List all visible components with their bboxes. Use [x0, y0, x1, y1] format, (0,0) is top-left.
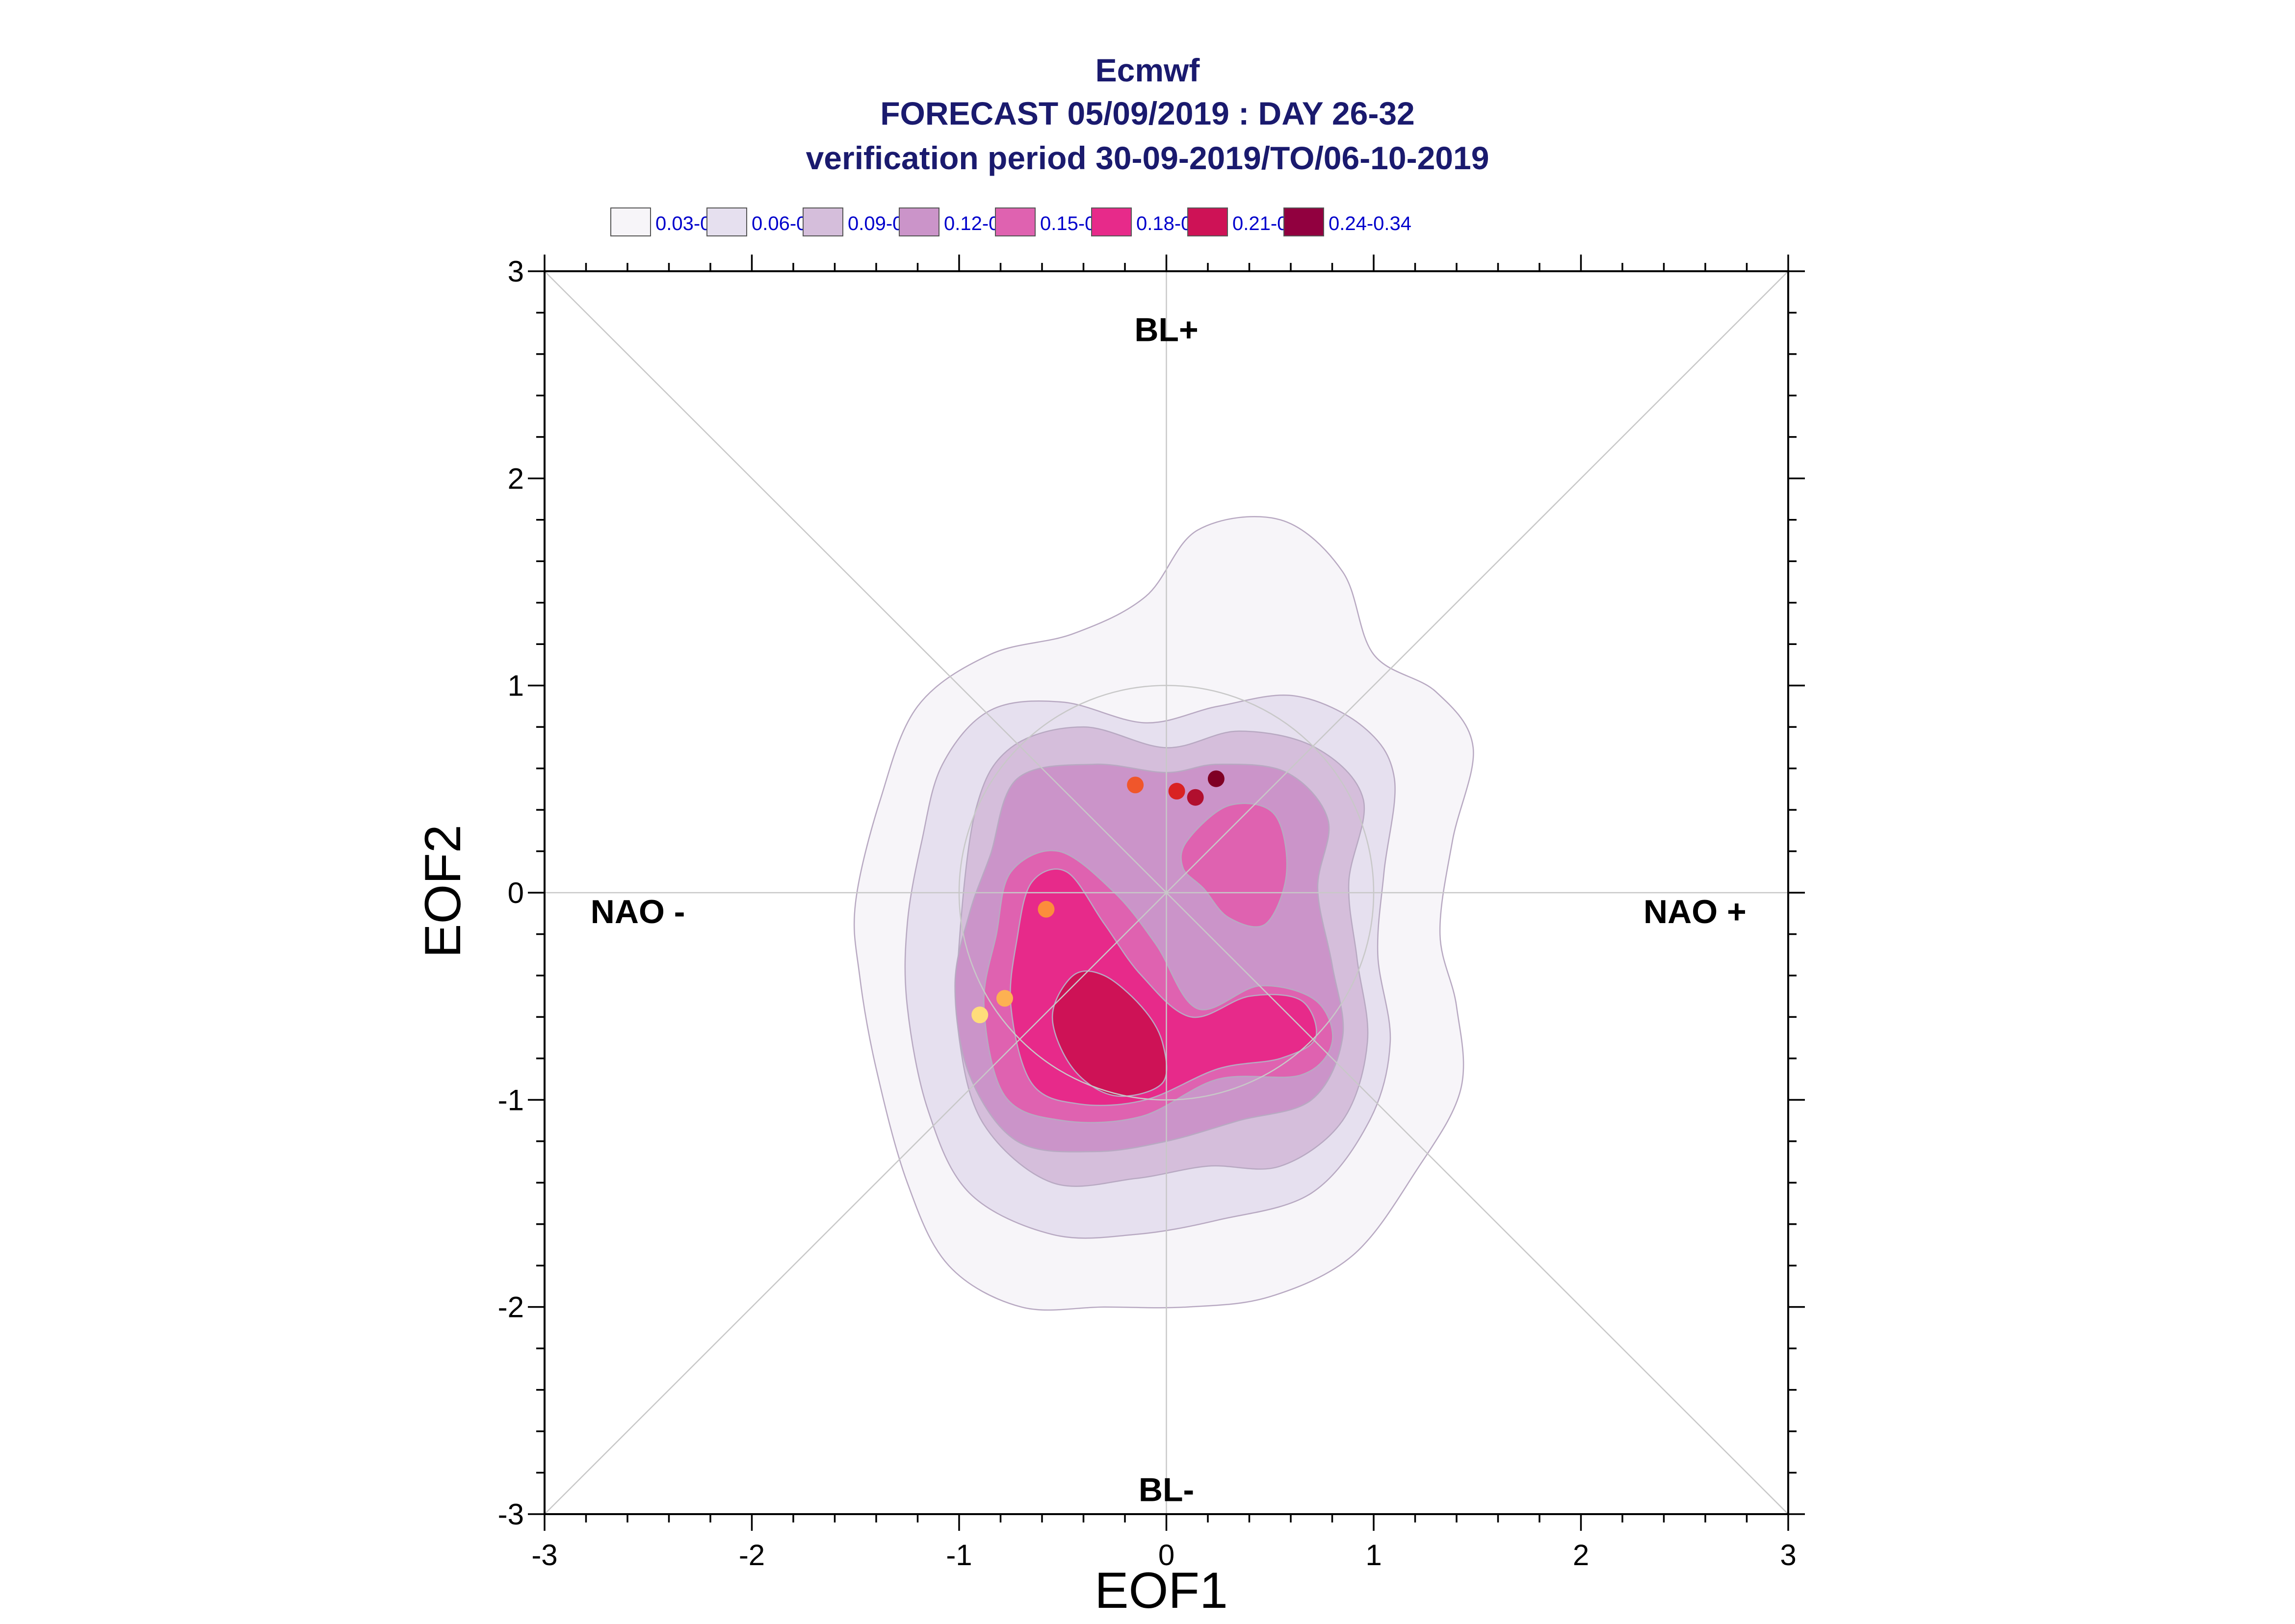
regime-label: BL-: [1139, 1471, 1194, 1508]
legend-swatch: [610, 207, 651, 236]
legend-swatch: [995, 207, 1036, 236]
regime-label: NAO +: [1643, 893, 1747, 930]
x-tick-label: -3: [531, 1539, 557, 1572]
legend-swatch: [1091, 207, 1132, 236]
y-tick-label: -2: [498, 1291, 524, 1324]
regime-label: BL+: [1134, 311, 1198, 348]
legend-swatch: [1283, 207, 1324, 236]
x-tick-label: 0: [1158, 1539, 1174, 1572]
x-axis-label: EOF1: [1095, 1562, 1228, 1619]
chart-title-line-1: Ecmwf: [1095, 52, 1200, 88]
forecast-point: [996, 990, 1013, 1007]
unit-circle: [958, 685, 1375, 1101]
regime-label: NAO -: [591, 893, 685, 930]
y-tick-label: -3: [498, 1498, 524, 1531]
legend-swatch: [803, 207, 843, 236]
forecast-point: [971, 1006, 989, 1024]
legend-swatch: [1187, 207, 1228, 236]
density-contour: [1180, 802, 1288, 928]
forecast-point: [1207, 770, 1225, 787]
y-tick-label: 3: [508, 255, 524, 288]
legend: 0.03-0.06 0.06-0.09 0.09-0.12 0.12-0.15 0.15…: [610, 207, 1411, 236]
regime-labels: BL+ BL- NAO - NAO +: [591, 311, 1747, 1508]
guide-lines: [544, 271, 1789, 1515]
chart-title-line-3: verification period 30-09-2019/TO/06-10-…: [806, 140, 1489, 176]
legend-swatch: [899, 207, 939, 236]
forecast-point: [1038, 901, 1055, 918]
x-tick-label: -1: [946, 1539, 972, 1572]
forecast-point: [1187, 789, 1204, 806]
forecast-point: [1168, 783, 1185, 800]
y-tick-label: 2: [508, 462, 524, 495]
y-axis-label: EOF2: [415, 825, 471, 958]
legend-swatch: [706, 207, 747, 236]
x-tick-label: 1: [1365, 1539, 1382, 1572]
chart-title-line-2: FORECAST 05/09/2019 : DAY 26-32: [880, 95, 1415, 131]
y-tick-label: 0: [508, 876, 524, 909]
x-tick-label: 2: [1573, 1539, 1589, 1572]
y-tick-label: -1: [498, 1083, 524, 1116]
legend-label: 0.24-0.34: [1329, 213, 1411, 234]
chart-title-group: Ecmwf FORECAST 05/09/2019 : DAY 26-32 ve…: [806, 52, 1489, 176]
density-contour: [1051, 970, 1168, 1097]
plot-axes: -3 -2 -1 0 1 2 3 -3 -2 -1 0 1 2 3: [498, 255, 1805, 1572]
x-tick-label: -2: [739, 1539, 765, 1572]
forecast-points: [971, 770, 1225, 1024]
density-contours: [853, 516, 1474, 1311]
forecast-point: [1127, 776, 1144, 794]
y-tick-label: 1: [508, 670, 524, 702]
x-tick-label: 3: [1780, 1539, 1796, 1572]
